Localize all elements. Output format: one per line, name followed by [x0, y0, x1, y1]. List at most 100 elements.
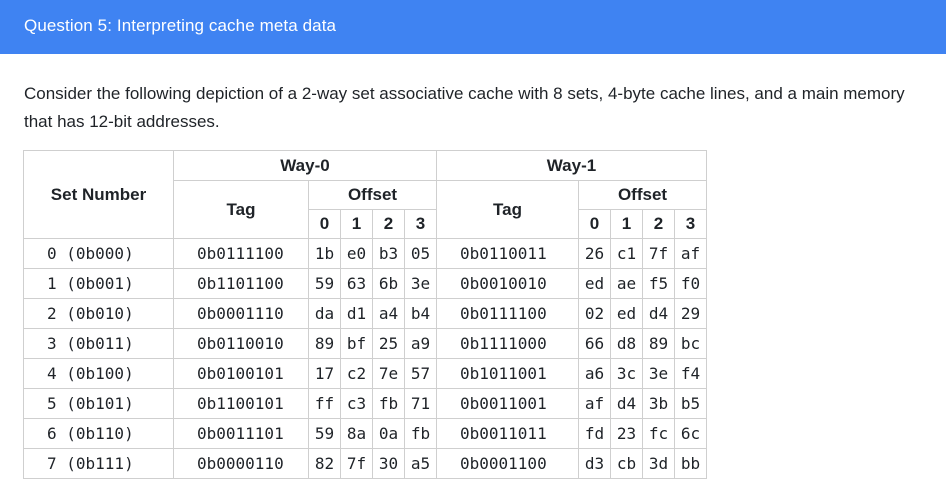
way-0-byte-cell: 59 [308, 418, 341, 449]
table-row: 2 (0b010) 0b0001110 da d1 a4 b4 0b0111100 02 ed d… [23, 298, 707, 329]
way-0-byte-cell: 6b [372, 268, 405, 299]
way-0-byte-cell: 82 [308, 448, 341, 479]
way-1-byte-cell: 3d [642, 448, 675, 479]
way-1-byte-cell: ae [610, 268, 643, 299]
way-0-tag-cell: 0b0000110 [173, 448, 309, 479]
way-1-byte-cell: c1 [610, 238, 643, 269]
table-row: 4 (0b100) 0b0100101 17 c2 7e 57 0b1011001 a6 3c 3… [23, 358, 707, 389]
way-0-tag-cell: 0b0001110 [173, 298, 309, 329]
table-row: 7 (0b111) 0b0000110 82 7f 30 a5 0b0001100 d3 cb 3… [23, 448, 707, 479]
way-0-byte-cell: 7e [372, 358, 405, 389]
way-1-byte-cell: ed [610, 298, 643, 329]
way-0-byte-cell: 3e [404, 268, 437, 299]
way-0-byte-cell: 59 [308, 268, 341, 299]
way-1-byte-cell: 29 [674, 298, 707, 329]
way-0-byte-cell: da [308, 298, 341, 329]
way-1-byte-cell: 6c [674, 418, 707, 449]
way-0-tag-cell: 0b0100101 [173, 358, 309, 389]
way-0-byte-cell: ff [308, 388, 341, 419]
set-number-cell: 6 (0b110) [23, 418, 174, 449]
way-1-byte-cell: 26 [578, 238, 611, 269]
way-0-tag-cell: 0b1100101 [173, 388, 309, 419]
way-0-tag-cell: 0b1101100 [173, 268, 309, 299]
way-1-byte-cell: d8 [610, 328, 643, 359]
way-1-byte-cell: d4 [642, 298, 675, 329]
way-1-byte-cell: bc [674, 328, 707, 359]
way-0-offset-0: 0 [308, 209, 341, 239]
question-title: Question 5: Interpreting cache meta data [24, 16, 337, 35]
way-0-byte-cell: a9 [404, 328, 437, 359]
way-0-byte-cell: 1b [308, 238, 341, 269]
way-1-tag-cell: 0b0001100 [436, 448, 579, 479]
table-row: 3 (0b011) 0b0110010 89 bf 25 a9 0b1111000 66 d8 8… [23, 328, 707, 359]
question-description: Consider the following depiction of a 2-… [24, 84, 905, 131]
way-1-byte-cell: 3b [642, 388, 675, 419]
table-row: 1 (0b001) 0b1101100 59 63 6b 3e 0b0010010 ed ae f… [23, 268, 707, 299]
way-0-byte-cell: 17 [308, 358, 341, 389]
way-1-tag-header: Tag [436, 180, 579, 239]
way-1-byte-cell: fd [578, 418, 611, 449]
cache-table: Set Number Way-0 Way-1 Tag Offset Tag Of… [23, 150, 707, 479]
way-1-byte-cell: 23 [610, 418, 643, 449]
way-1-offset-1: 1 [610, 209, 643, 239]
way-1-header: Way-1 [436, 150, 707, 181]
way-1-offset-2: 2 [642, 209, 675, 239]
way-1-byte-cell: 3e [642, 358, 675, 389]
way-1-byte-cell: 66 [578, 328, 611, 359]
way-0-byte-cell: bf [340, 328, 373, 359]
way-0-byte-cell: d1 [340, 298, 373, 329]
way-0-byte-cell: e0 [340, 238, 373, 269]
way-0-offset-2: 2 [372, 209, 405, 239]
way-0-byte-cell: 89 [308, 328, 341, 359]
way-0-offset-1: 1 [340, 209, 373, 239]
way-0-byte-cell: b3 [372, 238, 405, 269]
set-number-cell: 4 (0b100) [23, 358, 174, 389]
table-row: 0 (0b000) 0b0111100 1b e0 b3 05 0b0110011 26 c1 7… [23, 238, 707, 269]
way-0-byte-cell: 30 [372, 448, 405, 479]
way-0-header: Way-0 [173, 150, 437, 181]
way-1-byte-cell: 89 [642, 328, 675, 359]
way-1-tag-cell: 0b0011011 [436, 418, 579, 449]
way-1-byte-cell: cb [610, 448, 643, 479]
way-1-byte-cell: f4 [674, 358, 707, 389]
way-0-byte-cell: 71 [404, 388, 437, 419]
way-1-byte-cell: f0 [674, 268, 707, 299]
way-1-tag-cell: 0b0111100 [436, 298, 579, 329]
way-1-byte-cell: d3 [578, 448, 611, 479]
way-0-byte-cell: 8a [340, 418, 373, 449]
way-1-byte-cell: bb [674, 448, 707, 479]
set-number-cell: 2 (0b010) [23, 298, 174, 329]
way-1-offset-3: 3 [674, 209, 707, 239]
way-1-byte-cell: af [578, 388, 611, 419]
way-0-byte-cell: fb [404, 418, 437, 449]
table-row: 6 (0b110) 0b0011101 59 8a 0a fb 0b0011011 fd 23 f… [23, 418, 707, 449]
way-1-tag-cell: 0b1011001 [436, 358, 579, 389]
way-0-byte-cell: 7f [340, 448, 373, 479]
set-number-cell: 1 (0b001) [23, 268, 174, 299]
way-1-byte-cell: 02 [578, 298, 611, 329]
way-0-tag-cell: 0b0111100 [173, 238, 309, 269]
way-1-offset-0: 0 [578, 209, 611, 239]
way-1-tag-cell: 0b0010010 [436, 268, 579, 299]
set-number-cell: 7 (0b111) [23, 448, 174, 479]
way-0-byte-cell: fb [372, 388, 405, 419]
way-0-tag-cell: 0b0011101 [173, 418, 309, 449]
way-1-byte-cell: af [674, 238, 707, 269]
way-1-byte-cell: b5 [674, 388, 707, 419]
way-0-byte-cell: a4 [372, 298, 405, 329]
set-number-header: Set Number [23, 150, 174, 239]
way-0-tag-header: Tag [173, 180, 309, 239]
way-1-byte-cell: f5 [642, 268, 675, 299]
way-0-offset-3: 3 [404, 209, 437, 239]
way-1-tag-cell: 0b0011001 [436, 388, 579, 419]
way-1-byte-cell: d4 [610, 388, 643, 419]
way-0-byte-cell: 25 [372, 328, 405, 359]
set-number-cell: 5 (0b101) [23, 388, 174, 419]
way-1-tag-cell: 0b0110011 [436, 238, 579, 269]
question-header: Question 5: Interpreting cache meta data [0, 0, 946, 54]
way-0-byte-cell: c3 [340, 388, 373, 419]
way-0-tag-cell: 0b0110010 [173, 328, 309, 359]
way-1-byte-cell: fc [642, 418, 675, 449]
way-0-byte-cell: c2 [340, 358, 373, 389]
table-row: 5 (0b101) 0b1100101 ff c3 fb 71 0b0011001 af d4 3… [23, 388, 707, 419]
